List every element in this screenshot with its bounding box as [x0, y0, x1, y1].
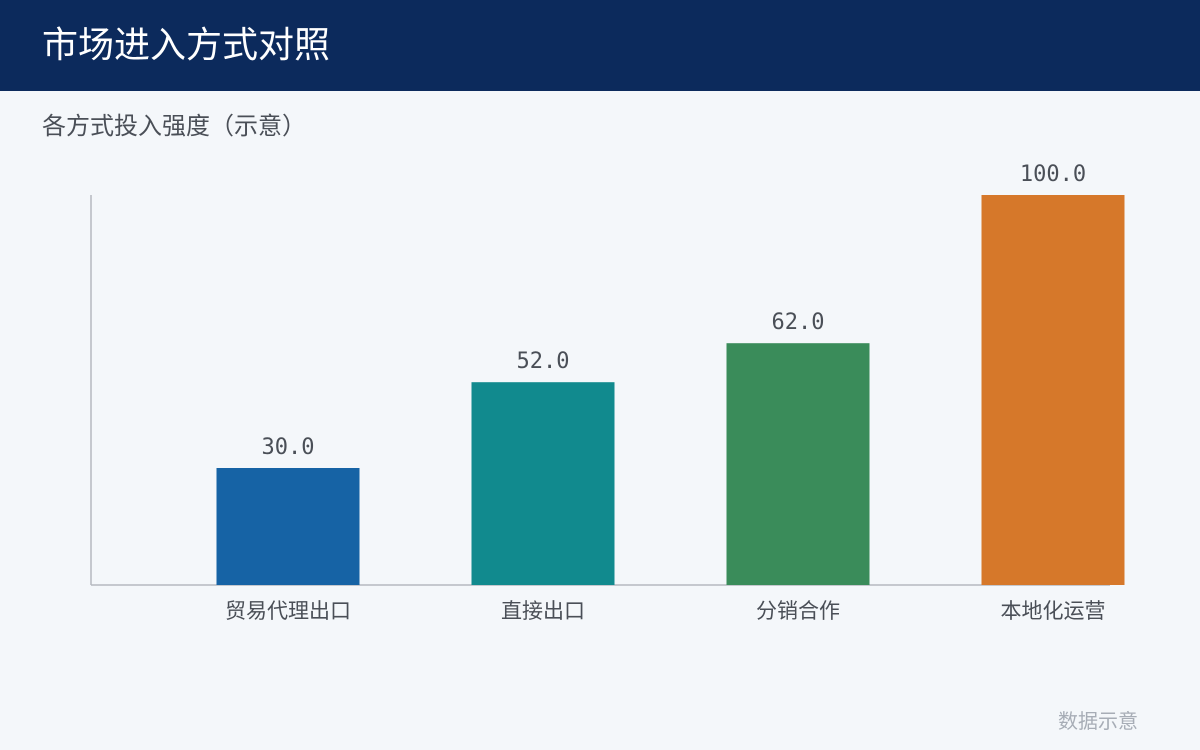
bars-group: 30.0 贸易代理出口 52.0 直接出口 62.0 分销合作 100.0 本地化运营: [216, 162, 1125, 623]
bar-1: [216, 468, 360, 585]
footnote: 数据示意: [1058, 709, 1138, 733]
value-label-1: 30.0: [262, 435, 315, 460]
category-label-2: 直接出口: [501, 599, 585, 623]
bar-4: [981, 195, 1125, 585]
value-label-4: 100.0: [1020, 162, 1086, 187]
chart-subtitle: 各方式投入强度（示意）: [42, 112, 306, 140]
value-label-2: 52.0: [517, 349, 570, 374]
category-label-3: 分销合作: [756, 599, 840, 623]
category-label-4: 本地化运营: [1001, 599, 1106, 623]
category-label-1: 贸易代理出口: [225, 599, 351, 623]
page-title: 市场进入方式对照: [42, 25, 331, 66]
bar-2: [471, 382, 615, 585]
value-label-3: 62.0: [772, 310, 825, 335]
bar-3: [726, 343, 870, 585]
header-bar: 市场进入方式对照: [0, 0, 1200, 91]
